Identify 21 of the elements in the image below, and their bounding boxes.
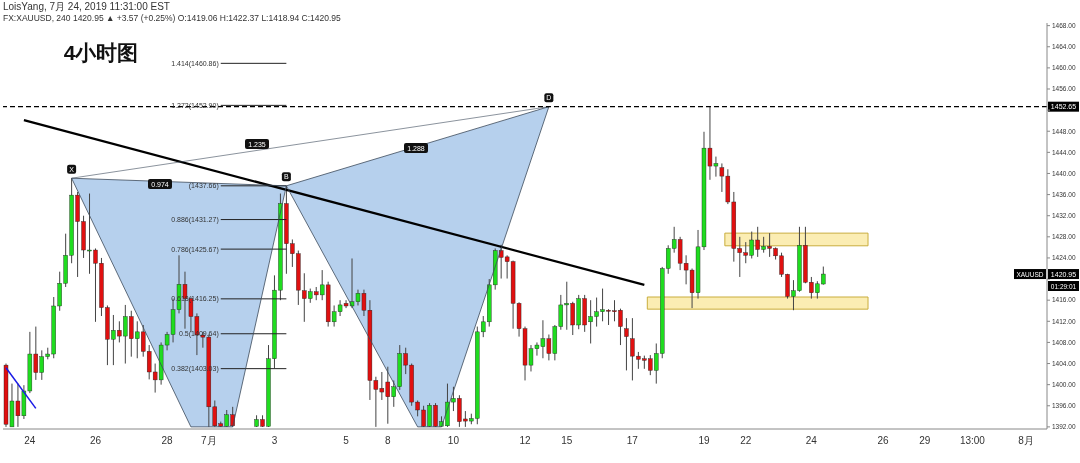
x-tick-label: 8月 [1018,435,1034,447]
text: 4小时图 [63,41,139,64]
x-tick-label: 5 [343,435,350,447]
x-tick-label: 26 [877,435,889,447]
x-tick-label: 12 [519,435,531,447]
x-tick-label: 24 [24,435,36,447]
x-tick-label: 17 [626,435,639,447]
x-tick-label: 3 [271,435,278,447]
x-tick-label: 26 [89,435,102,447]
x-tick-label: 22 [740,435,752,447]
x-tick-label: 28 [161,435,174,447]
text: LoisYang, 7月 24, 2019 11:31:00 EST [3,1,170,12]
x-tick-label: 29 [919,435,931,447]
x-tick-label: 8 [385,435,392,447]
x-tick-label: 7月 [201,435,217,447]
x-tick-label: 19 [698,435,710,447]
x-tick-label: 15 [561,435,573,447]
x-tick-label: 10 [447,435,460,447]
text: FX:XAUUSD, 240 1420.95 ▲ +3.57 (+0.25%) O:1419.06 H:1422.37 L:1418.94 C:1420.95 [3,13,342,23]
x-tick-label: 13:00 [959,435,986,447]
x-tick-label: 24 [805,435,818,447]
